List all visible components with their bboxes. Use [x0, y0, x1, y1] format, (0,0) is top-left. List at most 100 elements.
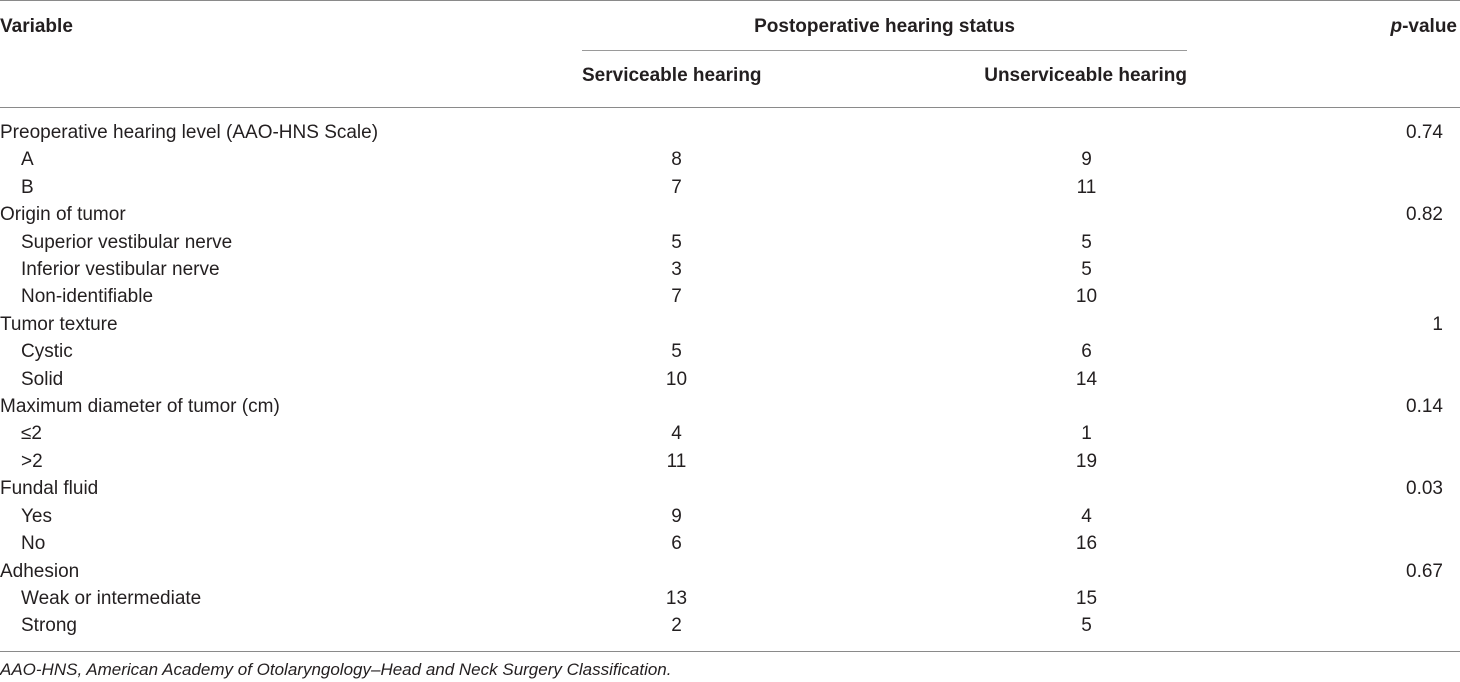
- cell-variable: Strong: [21, 615, 77, 637]
- cell-spacer: [733, 503, 1023, 530]
- table-row: Superior vestibular nerve 5 5: [0, 229, 1460, 256]
- cell-p-value: 0.82: [1406, 204, 1443, 226]
- cell-unserviceable: [1023, 393, 1150, 420]
- table-row: Strong 2 5: [0, 612, 1460, 639]
- cell-serviceable: [620, 393, 733, 420]
- cell-unserviceable: 10: [1075, 286, 1098, 308]
- cell-unserviceable: 1: [1081, 423, 1092, 445]
- cell-variable: ≤2: [21, 423, 42, 445]
- cell-spacer: [733, 119, 1023, 146]
- cell-p-value: [1150, 146, 1460, 173]
- cell-p-value: 0.74: [1406, 122, 1443, 143]
- cell-serviceable: [620, 201, 733, 228]
- cell-serviceable: 3: [671, 259, 682, 281]
- cell-unserviceable: [1023, 201, 1150, 228]
- cell-serviceable: 8: [671, 149, 682, 171]
- cell-unserviceable: 14: [1075, 368, 1098, 390]
- cell-p-value: 1: [1432, 313, 1443, 335]
- bottom-rule: [0, 651, 1460, 652]
- cell-variable: Origin of tumor: [0, 204, 126, 226]
- table-row: Yes 9 4: [0, 503, 1460, 530]
- cell-variable: Yes: [21, 505, 52, 527]
- table-row: No 6 16: [0, 530, 1460, 557]
- cell-serviceable: 11: [666, 450, 687, 472]
- cell-variable: Tumor texture: [0, 313, 118, 335]
- cell-variable: Preoperative hearing level (AAO-HNS Scal…: [0, 122, 379, 143]
- data-table: Preoperative hearing level (AAO-HNS Scal…: [0, 119, 1460, 640]
- cell-spacer: [733, 201, 1023, 228]
- table-group-row: Origin of tumor 0.82: [0, 201, 1460, 228]
- cell-unserviceable: 5: [1081, 615, 1092, 637]
- cell-variable: B: [21, 176, 34, 198]
- table-row: ≤2 4 1: [0, 420, 1460, 447]
- cell-serviceable: 7: [671, 286, 682, 308]
- cell-spacer: [733, 475, 1023, 502]
- table-group-row: Fundal fluid 0.03: [0, 475, 1460, 502]
- header-serviceable-hearing: Serviceable hearing: [582, 65, 762, 86]
- table-group-row: Maximum diameter of tumor (cm) 0.14: [0, 393, 1460, 420]
- cell-variable: Cystic: [21, 341, 73, 363]
- cell-p-value: 0.03: [1406, 478, 1443, 500]
- cell-spacer: [733, 420, 1023, 447]
- cell-variable: Fundal fluid: [0, 478, 99, 500]
- table-row: >2 11 19: [0, 448, 1460, 475]
- cell-serviceable: [620, 119, 733, 146]
- cell-spacer: [733, 338, 1023, 365]
- cell-serviceable: 10: [665, 368, 688, 390]
- cell-unserviceable: 4: [1081, 505, 1092, 527]
- cell-serviceable: 4: [671, 423, 682, 445]
- cell-serviceable: [620, 311, 733, 338]
- table-row: Inferior vestibular nerve 3 5: [0, 256, 1460, 283]
- cell-unserviceable: 6: [1081, 341, 1092, 363]
- cell-p-value: [1150, 503, 1460, 530]
- cell-unserviceable: 16: [1075, 533, 1098, 555]
- cell-variable: Inferior vestibular nerve: [21, 259, 220, 281]
- cell-p-value: [1150, 420, 1460, 447]
- cell-p-value: [1150, 366, 1460, 393]
- cell-serviceable: 13: [665, 587, 688, 609]
- cell-variable: >2: [21, 450, 43, 472]
- cell-serviceable: [620, 558, 733, 585]
- table-row: A 8 9: [0, 146, 1460, 173]
- cell-p-value: [1150, 256, 1460, 283]
- cell-variable: A: [21, 149, 34, 171]
- cell-variable: Solid: [21, 368, 64, 390]
- cell-unserviceable: 9: [1081, 149, 1092, 171]
- cell-spacer: [733, 311, 1023, 338]
- header-p-suffix: -value: [1402, 16, 1457, 37]
- cell-spacer: [733, 283, 1023, 310]
- table-group-row: Preoperative hearing level (AAO-HNS Scal…: [0, 119, 1460, 146]
- cell-spacer: [733, 585, 1023, 612]
- cell-p-value: [1150, 448, 1460, 475]
- cell-p-value: [1150, 612, 1460, 639]
- cell-serviceable: 6: [671, 533, 682, 555]
- cell-unserviceable: [1023, 119, 1150, 146]
- cell-spacer: [733, 558, 1023, 585]
- cell-serviceable: 2: [671, 615, 682, 637]
- table-group-row: Tumor texture 1: [0, 311, 1460, 338]
- cell-unserviceable: [1023, 558, 1150, 585]
- header-rule: [0, 107, 1460, 108]
- cell-spacer: [733, 393, 1023, 420]
- cell-spacer: [733, 448, 1023, 475]
- cell-spacer: [733, 174, 1023, 201]
- cell-spacer: [733, 612, 1023, 639]
- header-variable: Variable: [0, 16, 73, 37]
- cell-serviceable: 7: [671, 176, 682, 198]
- cell-variable: No: [21, 533, 46, 555]
- cell-serviceable: 5: [671, 341, 682, 363]
- cell-variable: Superior vestibular nerve: [21, 231, 233, 253]
- table-row: Solid 10 14: [0, 366, 1460, 393]
- top-rule: [0, 0, 1460, 1]
- cell-serviceable: 5: [671, 231, 682, 253]
- cell-unserviceable: 5: [1081, 259, 1092, 281]
- cell-variable: Adhesion: [0, 560, 80, 582]
- cell-p-value: [1150, 174, 1460, 201]
- cell-serviceable: 9: [671, 505, 682, 527]
- table-row: Weak or intermediate 13 15: [0, 585, 1460, 612]
- cell-unserviceable: [1023, 311, 1150, 338]
- table-group-row: Adhesion 0.67: [0, 558, 1460, 585]
- table-row: Non-identifiable 7 10: [0, 283, 1460, 310]
- header-postoperative-hearing-status: Postoperative hearing status: [754, 16, 1015, 37]
